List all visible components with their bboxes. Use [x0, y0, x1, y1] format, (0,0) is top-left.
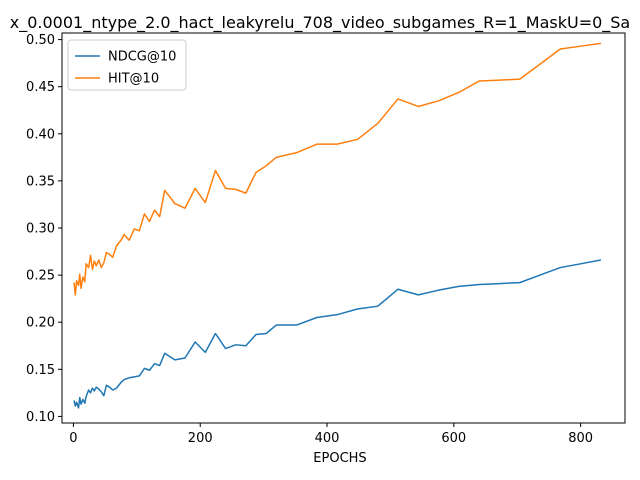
y-tick-label: 0.15 — [26, 363, 55, 378]
x-tick-label: 0 — [69, 431, 77, 446]
y-tick-label: 0.45 — [26, 80, 55, 95]
y-tick-label: 0.25 — [26, 269, 55, 284]
y-tick-label: 0.50 — [26, 33, 55, 48]
y-tick-label: 0.20 — [26, 316, 55, 331]
legend: NDCG@10 HIT@10 — [67, 39, 187, 91]
series-layer — [73, 42, 602, 409]
plot-area — [61, 32, 626, 424]
y-axis: 0.10 0.15 0.20 0.25 0.30 0.35 0.40 0.45 0.50 — [26, 33, 62, 425]
y-tick-label: 0.35 — [26, 174, 55, 189]
series-line-ndcg-10 — [73, 259, 602, 409]
y-tick-label: 0.10 — [26, 410, 55, 425]
y-tick-label: 0.30 — [26, 222, 55, 237]
x-tick-label: 600 — [441, 431, 466, 446]
y-tick-label: 0.40 — [26, 127, 55, 142]
x-tick-label: 400 — [315, 431, 340, 446]
x-axis-label: EPOCHS — [313, 451, 366, 466]
x-tick-label: 200 — [188, 431, 213, 446]
x-tick-label: 800 — [568, 431, 593, 446]
series-line-hit-10 — [73, 42, 602, 296]
chart-title: x_0.0001_ntype_2.0_hact_leakyrelu_708_vi… — [10, 13, 630, 33]
x-axis: 0 200 400 600 800 — [69, 423, 593, 446]
legend-label: HIT@10 — [108, 72, 159, 87]
legend-label: NDCG@10 — [108, 50, 176, 65]
